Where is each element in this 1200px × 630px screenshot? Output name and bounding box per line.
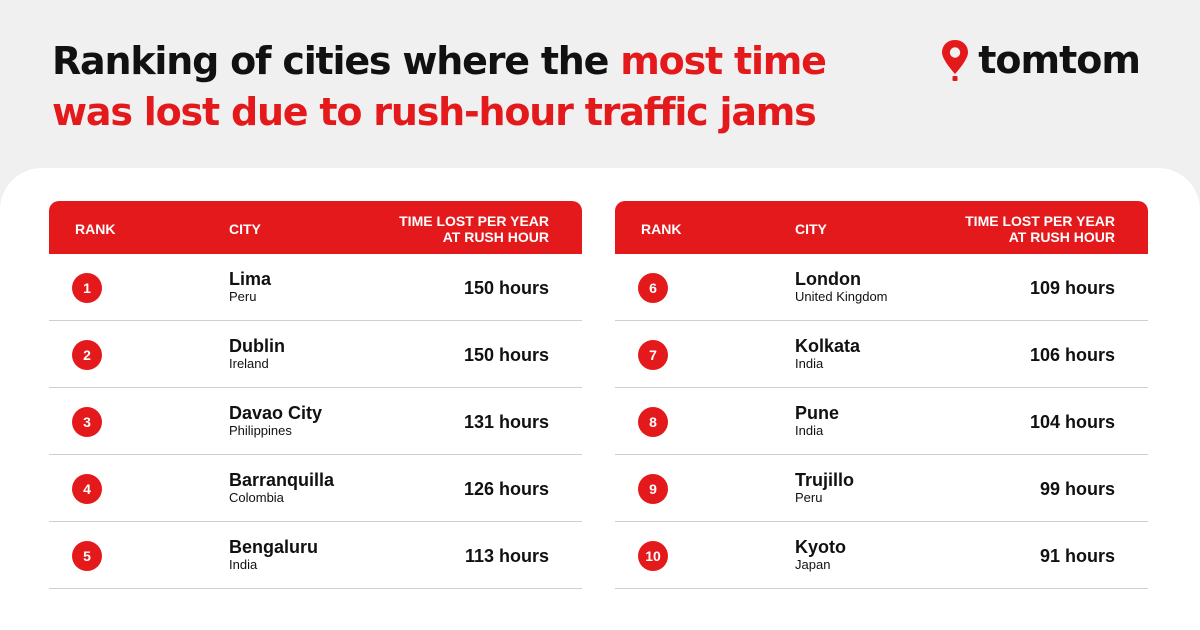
rank-badge: 8 <box>638 407 668 437</box>
city-name: Bengaluru <box>229 537 319 557</box>
rank-badge: 3 <box>72 407 102 437</box>
rank-badge: 2 <box>72 340 102 370</box>
time-lost: 150 hours <box>463 345 549 365</box>
header-time-line1: TIME LOST PER YEAR <box>399 213 549 229</box>
header-rank: RANK <box>75 221 116 237</box>
city-cell: Lima Peru <box>229 269 272 305</box>
tomtom-logo: tomtom <box>940 38 1141 82</box>
city-name: Barranquilla <box>229 470 335 490</box>
header-time-line2: AT RUSH HOUR <box>1008 229 1115 245</box>
city-cell: Davao City Philippines <box>229 403 323 439</box>
city-cell: Barranquilla Colombia <box>229 470 335 506</box>
city-country: Ireland <box>229 356 269 371</box>
time-lost: 99 hours <box>1039 479 1115 499</box>
rank-badge: 1 <box>72 273 102 303</box>
city-name: Trujillo <box>795 470 855 490</box>
city-cell: Dublin Ireland <box>229 336 285 372</box>
table-row: 3 Davao City Philippines 131 hours <box>49 388 582 455</box>
header-time-lost: TIME LOST PER YEAR AT RUSH HOUR <box>965 213 1115 245</box>
city-country: Colombia <box>229 490 284 505</box>
table-row: 8 Pune India 104 hours <box>615 388 1148 455</box>
time-lost: 113 hours <box>464 546 549 566</box>
table-row: 10 Kyoto Japan 91 hours <box>615 522 1148 589</box>
city-country: Peru <box>229 289 257 304</box>
table-row: 6 London United Kingdom 109 hours <box>615 254 1148 321</box>
city-name: Davao City <box>229 403 323 423</box>
header-time-line2: AT RUSH HOUR <box>442 229 549 245</box>
city-country: United Kingdom <box>795 289 888 304</box>
city-name: Lima <box>229 269 272 289</box>
city-country: Philippines <box>229 423 292 438</box>
time-lost: 126 hours <box>463 479 549 499</box>
rank-badge: 4 <box>72 474 102 504</box>
ranking-table-right: RANK CITY TIME LOST PER YEAR AT RUSH HOU… <box>615 201 1148 589</box>
time-lost: 131 hours <box>463 412 549 432</box>
title-text: Ranking of cities where the <box>52 39 621 83</box>
header-city: CITY <box>795 221 827 237</box>
city-country: Japan <box>795 557 831 572</box>
time-lost: 150 hours <box>463 278 549 298</box>
city-name: Pune <box>795 403 840 423</box>
table-row: 7 Kolkata India 106 hours <box>615 321 1148 388</box>
logo-text: tomtom <box>978 38 1141 82</box>
page-title: Ranking of cities where the most time was… <box>52 36 872 138</box>
rank-badge: 10 <box>638 541 668 571</box>
header-rank: RANK <box>641 221 682 237</box>
city-cell: Trujillo Peru <box>795 470 855 506</box>
table-row: 4 Barranquilla Colombia 126 hours <box>49 455 582 522</box>
city-name: London <box>795 269 861 289</box>
time-lost: 91 hours <box>1039 546 1115 566</box>
city-country: India <box>795 356 824 371</box>
city-cell: London United Kingdom <box>795 269 888 305</box>
table-header: RANK CITY TIME LOST PER YEAR AT RUSH HOU… <box>615 201 1148 254</box>
rank-badge: 7 <box>638 340 668 370</box>
rank-badge: 9 <box>638 474 668 504</box>
table-row: 1 Lima Peru 150 hours <box>49 254 582 321</box>
city-cell: Kolkata India <box>795 336 861 372</box>
header-time-line1: TIME LOST PER YEAR <box>965 213 1115 229</box>
title-highlight: most time <box>620 39 827 83</box>
table-row: 9 Trujillo Peru 99 hours <box>615 455 1148 522</box>
city-name: Kolkata <box>795 336 861 356</box>
time-lost: 106 hours <box>1029 345 1115 365</box>
table-row: 5 Bengaluru India 113 hours <box>49 522 582 589</box>
city-cell: Kyoto Japan <box>795 537 846 573</box>
rank-badge: 6 <box>638 273 668 303</box>
location-pin-icon <box>942 40 969 81</box>
ranking-table-left: RANK CITY TIME LOST PER YEAR AT RUSH HOU… <box>49 201 582 589</box>
header-city: CITY <box>229 221 261 237</box>
title-highlight-line2: was lost due to rush-hour traffic jams <box>52 90 817 134</box>
city-country: Peru <box>795 490 823 505</box>
city-country: India <box>795 423 824 438</box>
city-country: India <box>229 557 258 572</box>
city-name: Kyoto <box>795 537 846 557</box>
city-cell: Pune India <box>795 403 840 439</box>
table-row: 2 Dublin Ireland 150 hours <box>49 321 582 388</box>
city-name: Dublin <box>229 336 285 356</box>
rank-badge: 5 <box>72 541 102 571</box>
city-cell: Bengaluru India <box>229 537 319 573</box>
table-header: RANK CITY TIME LOST PER YEAR AT RUSH HOU… <box>49 201 582 254</box>
header-time-lost: TIME LOST PER YEAR AT RUSH HOUR <box>399 213 549 245</box>
time-lost: 109 hours <box>1029 278 1115 298</box>
time-lost: 104 hours <box>1029 412 1115 432</box>
